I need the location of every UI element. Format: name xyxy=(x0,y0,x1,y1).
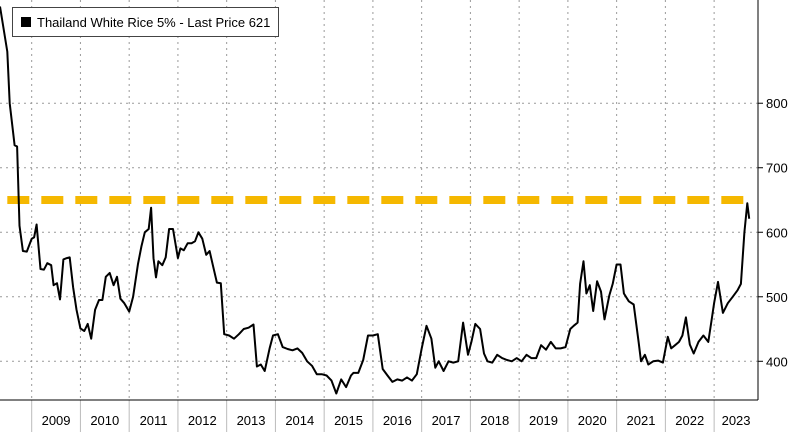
legend: Thailand White Rice 5% - Last Price 621 xyxy=(12,7,280,37)
x-tick-label-2023: 2023 xyxy=(722,413,751,428)
tick-labels: 400 500 600 700 800 2009 2010 2011 2012 2013 2014 2… xyxy=(42,96,788,428)
x-tick-label-2018: 2018 xyxy=(480,413,509,428)
y-tick-label-400: 400 xyxy=(766,354,788,369)
legend-swatch xyxy=(21,17,31,27)
x-tick-label-2010: 2010 xyxy=(90,413,119,428)
x-tick-label-2014: 2014 xyxy=(285,413,314,428)
series-layer xyxy=(0,6,751,395)
y-tick-label-700: 700 xyxy=(766,161,788,176)
x-tick-label-2011: 2011 xyxy=(140,413,168,428)
x-tick-label-2016: 2016 xyxy=(383,413,412,428)
y-tick-label-800: 800 xyxy=(766,96,788,111)
x-tick-label-2015: 2015 xyxy=(334,413,363,428)
x-tick-label-2013: 2013 xyxy=(237,413,266,428)
x-tick-label-2019: 2019 xyxy=(529,413,558,428)
x-tick-label-2009: 2009 xyxy=(42,413,71,428)
y-tick-label-600: 600 xyxy=(766,225,788,240)
x-tick-label-2021: 2021 xyxy=(627,413,656,428)
axes xyxy=(0,0,763,432)
x-tick-label-2020: 2020 xyxy=(578,413,607,428)
x-tick-label-2012: 2012 xyxy=(188,413,217,428)
legend-label: Thailand White Rice 5% - Last Price 621 xyxy=(37,14,271,30)
y-tick-label-500: 500 xyxy=(766,290,788,305)
x-tick-label-2017: 2017 xyxy=(432,413,461,428)
series-line-0 xyxy=(0,6,751,395)
x-tick-label-2022: 2022 xyxy=(675,413,704,428)
